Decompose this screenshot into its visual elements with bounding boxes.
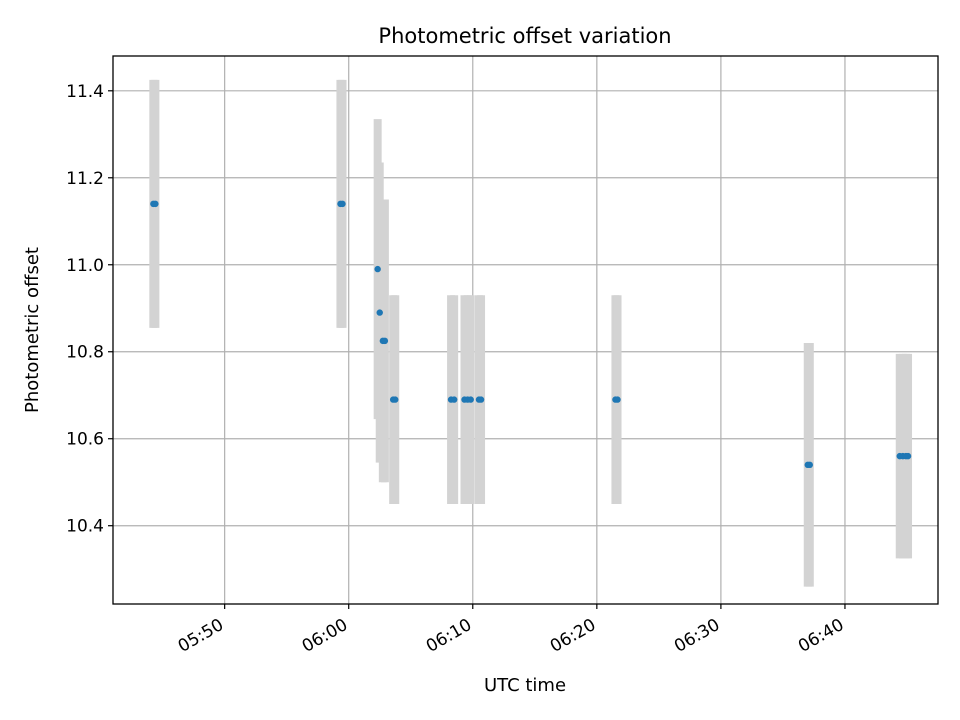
data-point [614, 396, 621, 403]
data-point [450, 396, 458, 403]
y-tick-label: 11.2 [66, 169, 104, 189]
plot-frame [112, 55, 939, 605]
data-point [806, 461, 814, 469]
data-point [376, 309, 383, 316]
x-axis-label: UTC time [484, 675, 566, 696]
y-axis-ticks: 10.4 10.6 10.8 11.0 11.2 11.4 [66, 82, 113, 537]
y-tick-label: 10.8 [66, 343, 104, 363]
y-tick-label: 11.4 [66, 82, 104, 102]
chart-title: Photometric offset variation [378, 24, 671, 48]
y-axis-label: Photometric offset [22, 247, 43, 413]
data-point [392, 396, 399, 403]
y-tick-label: 11.0 [66, 256, 104, 276]
data-point [339, 200, 346, 208]
data-point [904, 452, 912, 460]
y-tick-label: 10.4 [66, 517, 104, 537]
data-point [374, 265, 381, 273]
data-point [467, 396, 474, 403]
data-point [381, 337, 389, 345]
data-point [152, 200, 159, 208]
data-point [477, 396, 485, 403]
y-tick-label: 10.6 [66, 430, 104, 450]
data-points [150, 200, 912, 469]
